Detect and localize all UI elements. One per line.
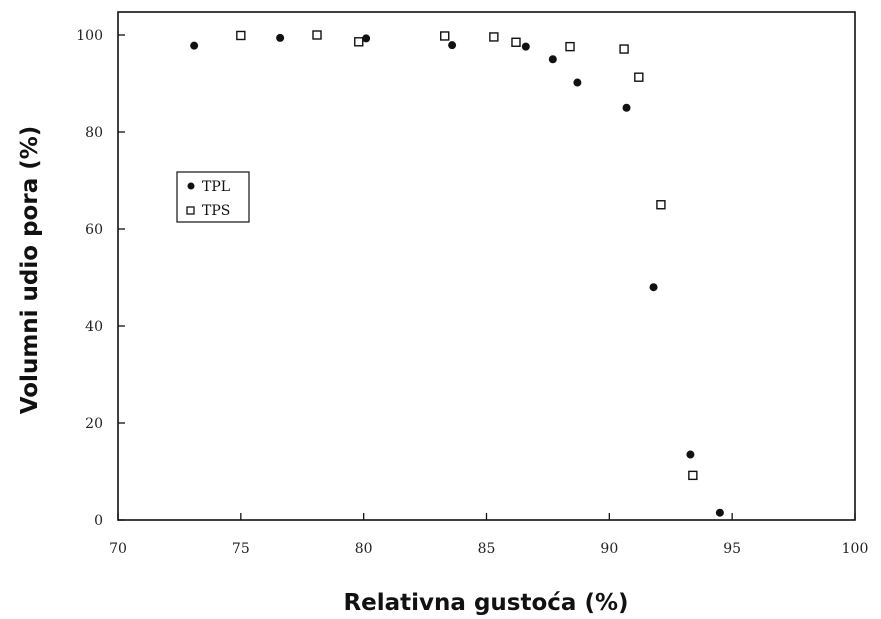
data-point-tps xyxy=(565,41,575,52)
x-tick-label: 95 xyxy=(723,541,741,557)
data-point-tpl xyxy=(362,34,371,43)
data-point-tpl xyxy=(448,41,457,50)
data-point-tps xyxy=(489,32,499,42)
x-tick-label: 90 xyxy=(600,541,618,557)
y-axis: 0 20 40 60 80 100 xyxy=(76,28,125,529)
plot-frame xyxy=(117,11,856,521)
y-tick-label: 40 xyxy=(85,319,103,335)
y-tick-label: 20 xyxy=(85,416,103,432)
y-tick-label: 80 xyxy=(85,125,103,141)
legend-label-tps: TPS xyxy=(202,203,230,219)
legend-label-tpl: TPL xyxy=(202,179,230,195)
data-point-tps xyxy=(511,37,521,47)
data-point-tpl xyxy=(190,41,199,50)
legend-marker-tps xyxy=(186,206,195,215)
data-point-tps xyxy=(354,37,364,47)
y-tick-label: 100 xyxy=(76,28,103,44)
data-point-tpl xyxy=(715,508,724,517)
y-axis-title: Volumni udio pora (%) xyxy=(17,126,43,415)
legend: TPL TPS xyxy=(176,171,250,223)
data-point-tpl xyxy=(686,450,695,459)
data-point-tps xyxy=(619,44,629,54)
data-point-tpl xyxy=(521,42,530,51)
y-tick-label: 0 xyxy=(94,513,103,529)
legend-marker-tpl xyxy=(187,182,195,190)
data-point-tps xyxy=(440,31,450,41)
data-point-tps xyxy=(312,30,322,40)
x-tick-label: 100 xyxy=(842,541,869,557)
data-point-tpl xyxy=(649,283,658,292)
data-point-tpl xyxy=(622,103,631,112)
data-point-tps xyxy=(656,200,666,210)
x-tick-label: 75 xyxy=(232,541,250,557)
x-axis-title: Relativna gustoća (%) xyxy=(343,590,628,616)
x-tick-label: 85 xyxy=(478,541,496,557)
data-point-tps xyxy=(688,470,698,481)
data-point-tpl xyxy=(548,55,557,64)
data-point-tps xyxy=(236,30,246,41)
x-tick-label: 70 xyxy=(109,541,127,557)
x-tick-label: 80 xyxy=(355,541,373,557)
data-point-tpl xyxy=(573,78,582,87)
data-points xyxy=(190,30,724,517)
data-point-tpl xyxy=(276,33,285,42)
x-axis: 70 75 80 85 90 95 100 xyxy=(109,513,868,557)
y-tick-label: 60 xyxy=(85,222,103,238)
data-point-tps xyxy=(634,72,644,82)
